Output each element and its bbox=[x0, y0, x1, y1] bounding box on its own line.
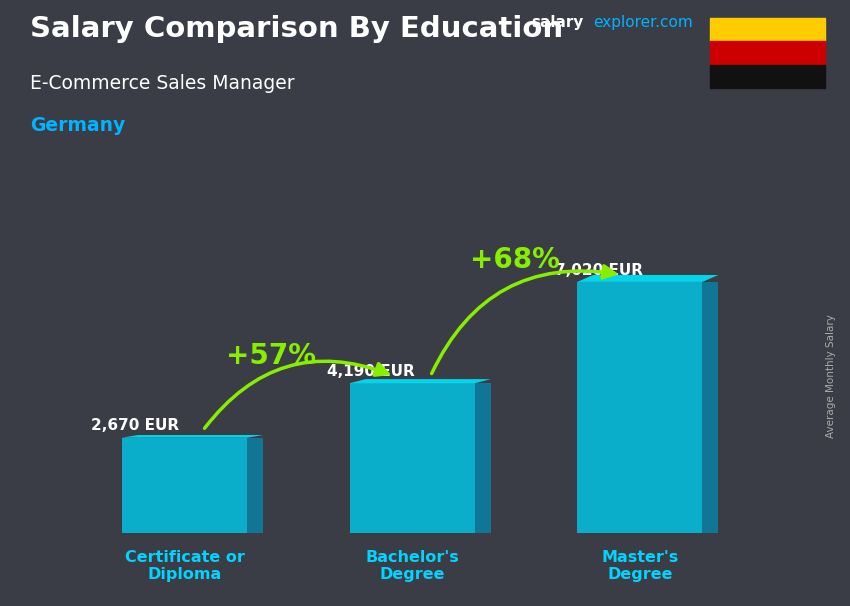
Bar bbox=[710, 18, 824, 41]
Text: Germany: Germany bbox=[30, 116, 125, 135]
Polygon shape bbox=[349, 379, 490, 383]
Text: explorer.com: explorer.com bbox=[593, 15, 693, 30]
Polygon shape bbox=[122, 435, 264, 438]
Text: salary: salary bbox=[531, 15, 584, 30]
Text: 2,670 EUR: 2,670 EUR bbox=[91, 418, 178, 433]
Text: Salary Comparison By Education: Salary Comparison By Education bbox=[30, 15, 563, 43]
Polygon shape bbox=[577, 275, 718, 282]
Text: E-Commerce Sales Manager: E-Commerce Sales Manager bbox=[30, 74, 294, 93]
Text: +57%: +57% bbox=[226, 342, 316, 370]
FancyBboxPatch shape bbox=[122, 438, 247, 533]
FancyBboxPatch shape bbox=[349, 383, 475, 533]
Polygon shape bbox=[247, 438, 264, 533]
Polygon shape bbox=[475, 383, 490, 533]
Bar bbox=[710, 41, 824, 65]
Text: Average Monthly Salary: Average Monthly Salary bbox=[826, 314, 836, 438]
Text: +68%: +68% bbox=[470, 247, 559, 275]
Bar bbox=[710, 65, 824, 88]
Polygon shape bbox=[702, 282, 718, 533]
Text: 7,020 EUR: 7,020 EUR bbox=[555, 262, 643, 278]
Text: 4,190 EUR: 4,190 EUR bbox=[327, 364, 415, 379]
FancyBboxPatch shape bbox=[577, 282, 702, 533]
